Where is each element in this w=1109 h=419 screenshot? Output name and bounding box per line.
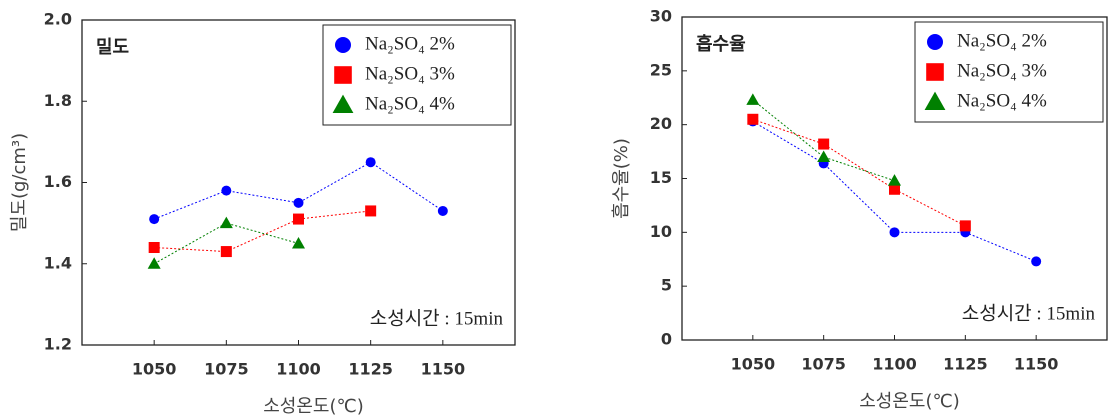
x-tick-label: 1125 bbox=[943, 355, 988, 374]
x-tick-label: 1050 bbox=[132, 360, 177, 379]
annotation: 소성시간 : 15min bbox=[370, 307, 504, 329]
marker bbox=[746, 93, 760, 105]
marker bbox=[293, 197, 304, 208]
legend-label: Na₂SO₄ 2% bbox=[365, 33, 455, 54]
series-line bbox=[752, 99, 895, 182]
annotation: 소성시간 : 15min bbox=[962, 302, 1096, 324]
marker bbox=[332, 94, 354, 113]
marker bbox=[926, 63, 944, 81]
chart-title: 밀도 bbox=[96, 37, 129, 58]
marker bbox=[959, 220, 971, 232]
marker bbox=[888, 174, 901, 186]
legend-label: Na₂SO₄ 4% bbox=[365, 93, 455, 114]
marker bbox=[365, 205, 377, 217]
y-tick-label: 1.6 bbox=[44, 172, 72, 191]
x-tick-label: 1150 bbox=[421, 360, 466, 379]
y-tick-label: 2.0 bbox=[44, 10, 72, 29]
marker bbox=[365, 157, 376, 168]
marker bbox=[221, 185, 232, 196]
marker bbox=[292, 236, 305, 249]
y-tick-label: 0 bbox=[661, 330, 672, 349]
x-tick-label: 1100 bbox=[872, 355, 917, 374]
legend-label: Na₂SO₄ 3% bbox=[957, 60, 1047, 81]
y-tick-label: 1.4 bbox=[44, 253, 72, 272]
chart-title: 흡수율 bbox=[696, 33, 746, 55]
series-line bbox=[153, 161, 444, 220]
x-tick-label: 1150 bbox=[1014, 355, 1059, 374]
legend-frame bbox=[322, 24, 512, 126]
marker bbox=[147, 257, 161, 269]
y-tick-label: 10 bbox=[650, 222, 672, 241]
y-axis-label: 밀도(g/cm³) bbox=[9, 133, 30, 232]
x-tick-label: 1125 bbox=[348, 360, 393, 379]
y-tick-label: 15 bbox=[650, 168, 672, 187]
x-tick-label: 1100 bbox=[276, 360, 321, 379]
legend-frame bbox=[914, 21, 1104, 123]
marker bbox=[149, 214, 160, 225]
x-axis-label: 소성온도(℃) bbox=[263, 396, 364, 417]
marker bbox=[219, 216, 233, 229]
x-axis-label: 소성온도(℃) bbox=[859, 391, 960, 412]
y-tick-label: 1.8 bbox=[44, 91, 72, 110]
marker bbox=[1031, 256, 1042, 267]
marker bbox=[889, 183, 900, 195]
marker bbox=[220, 246, 232, 258]
marker bbox=[924, 91, 946, 111]
series-line bbox=[153, 222, 299, 265]
y-axis-label: 흡수율(%) bbox=[611, 138, 632, 219]
y-tick-label: 25 bbox=[650, 60, 672, 79]
marker bbox=[148, 242, 160, 253]
y-tick-label: 5 bbox=[661, 276, 672, 295]
marker bbox=[335, 37, 352, 53]
marker bbox=[817, 150, 831, 162]
y-tick-label: 20 bbox=[650, 114, 672, 133]
legend-label: Na₂SO₄ 3% bbox=[365, 63, 455, 84]
marker bbox=[818, 138, 830, 150]
legend-label: Na₂SO₄ 4% bbox=[957, 90, 1047, 111]
marker bbox=[927, 33, 943, 50]
legend-label: Na₂SO₄ 2% bbox=[957, 30, 1047, 51]
marker bbox=[747, 113, 759, 125]
y-tick-label: 30 bbox=[650, 7, 672, 26]
x-tick-label: 1075 bbox=[204, 360, 249, 379]
marker bbox=[437, 205, 448, 216]
y-tick-label: 1.2 bbox=[44, 335, 72, 354]
marker bbox=[334, 66, 352, 84]
marker bbox=[889, 227, 900, 238]
x-tick-label: 1075 bbox=[801, 355, 846, 374]
marker bbox=[293, 213, 304, 225]
series-line bbox=[154, 210, 371, 253]
x-tick-label: 1050 bbox=[731, 355, 776, 374]
series-line bbox=[752, 118, 966, 227]
